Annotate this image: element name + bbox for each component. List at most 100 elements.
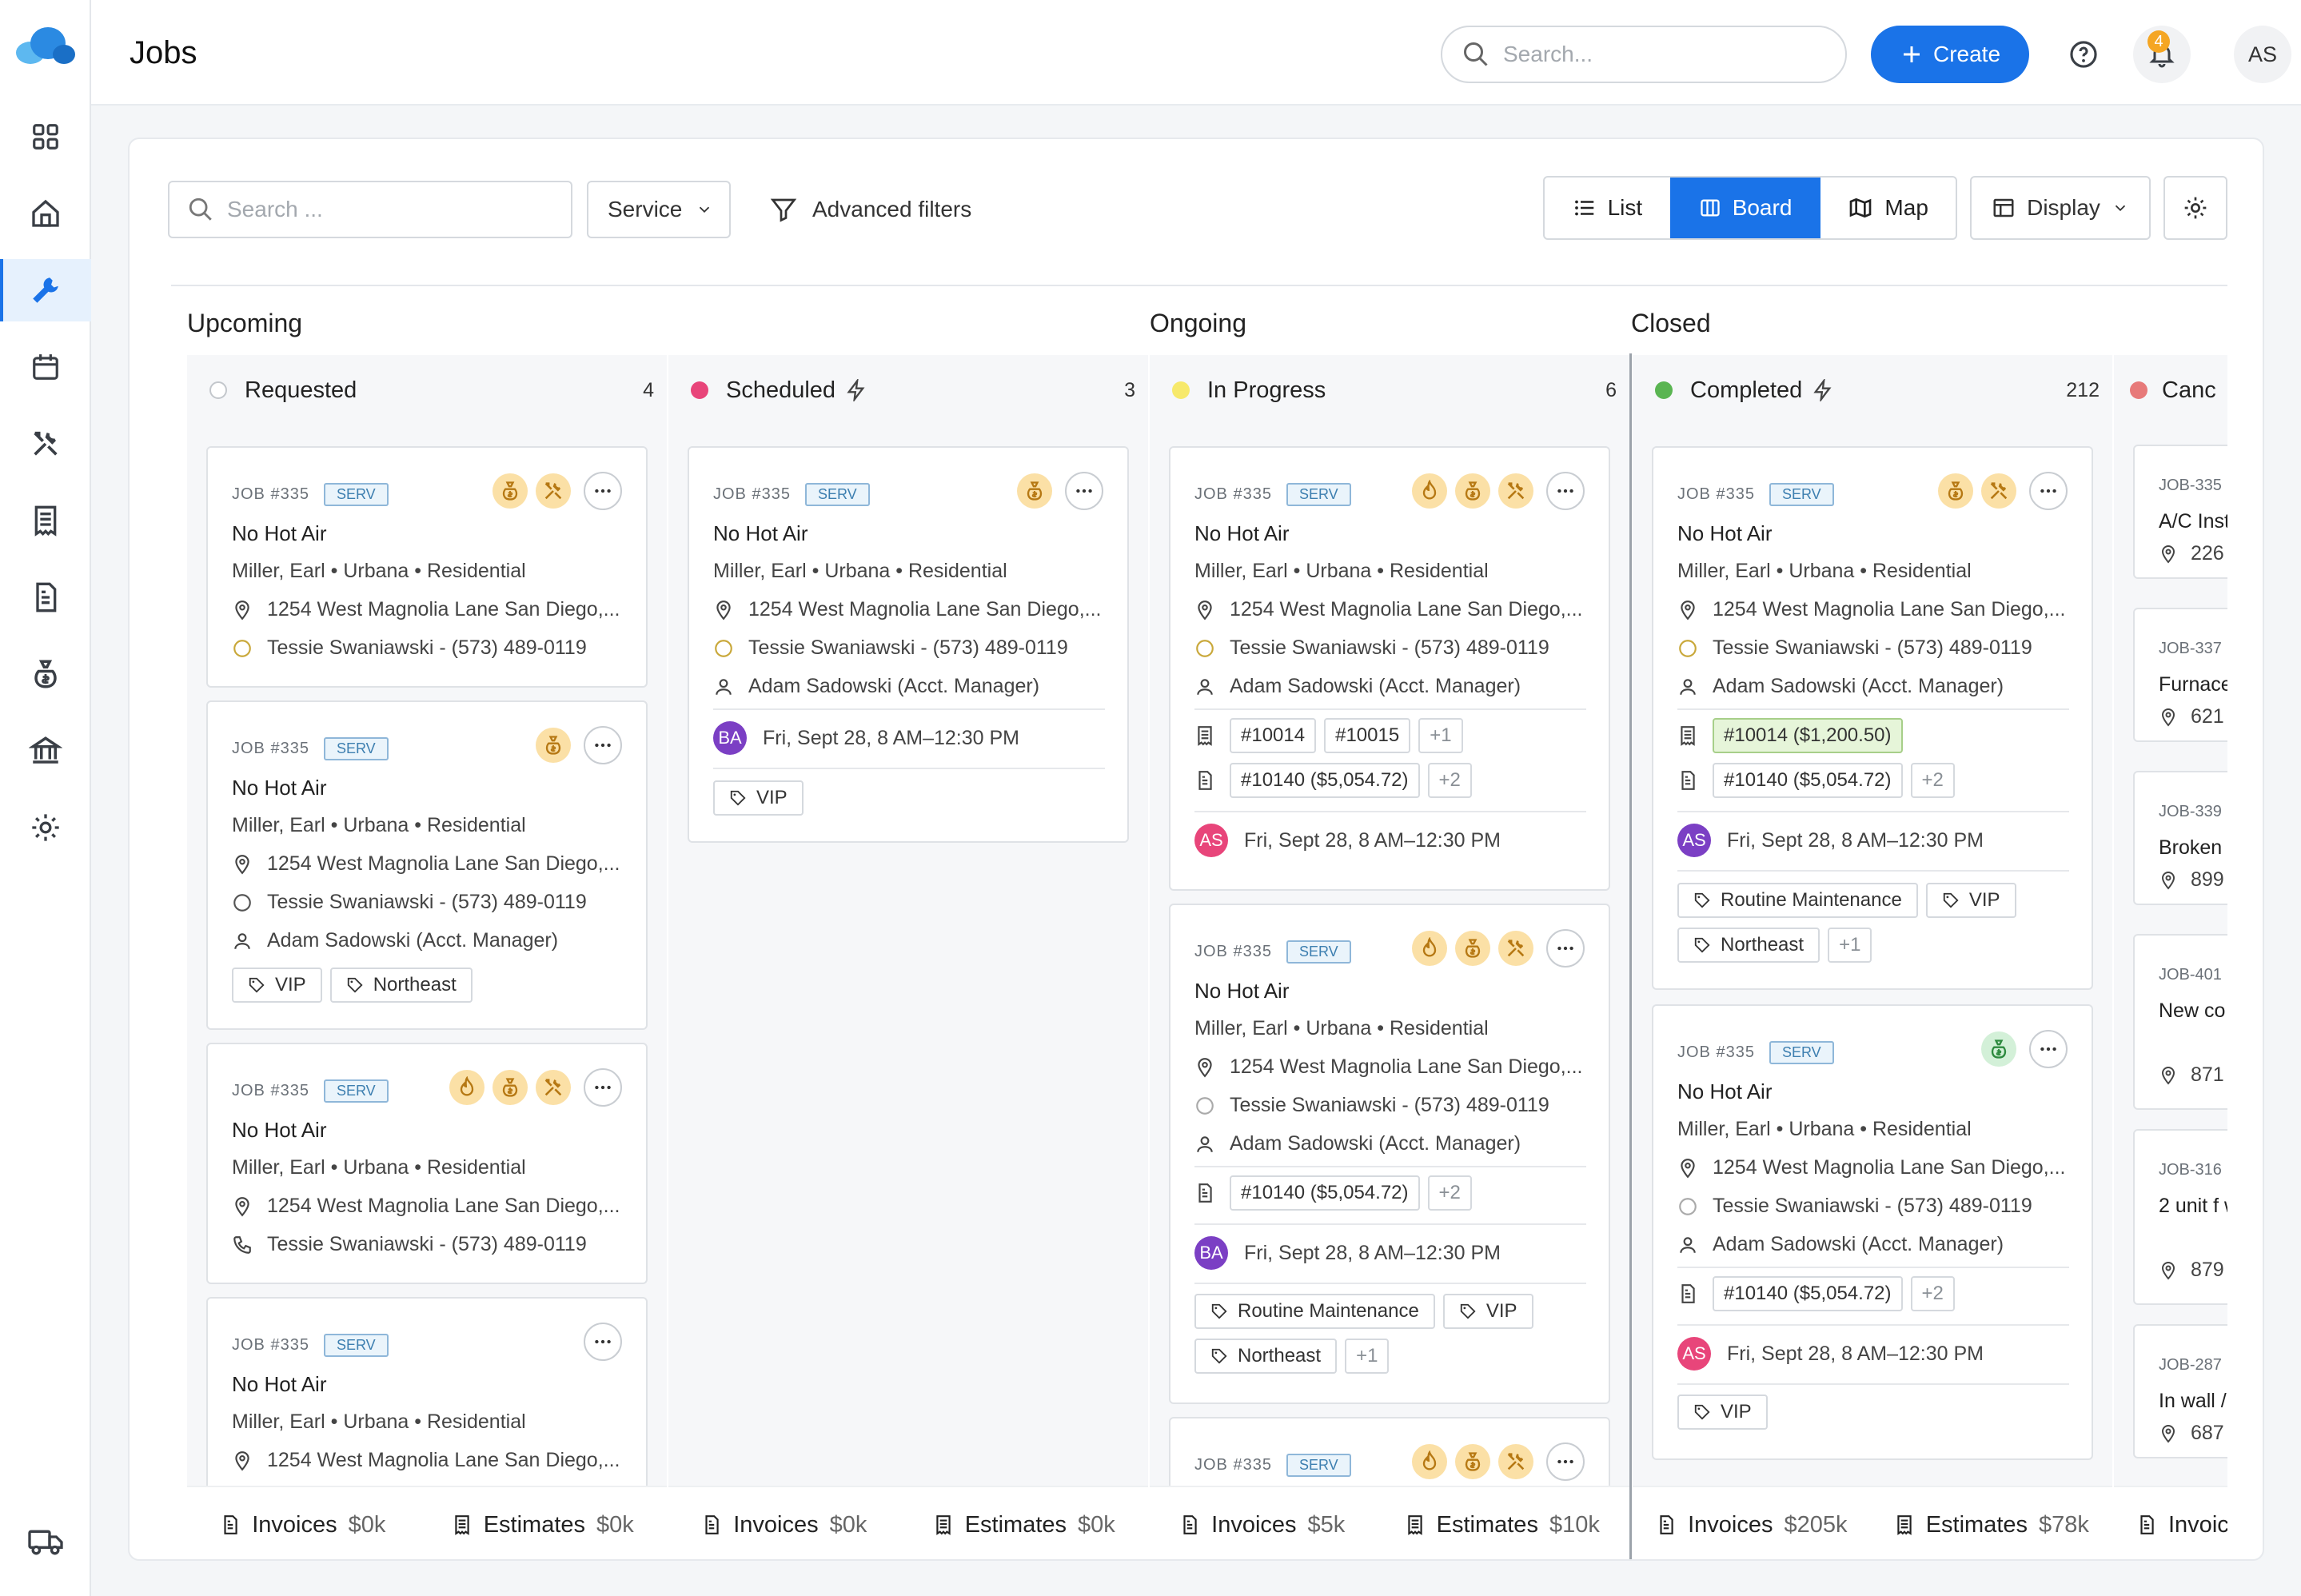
board-search-input[interactable] (227, 197, 547, 222)
invoice-icon[interactable] (0, 566, 91, 628)
customer-line: Miller, Earl • Urbana • Residential (232, 1410, 526, 1433)
bank-icon[interactable] (0, 720, 91, 782)
tag-northeast[interactable]: Northeast (1194, 1339, 1338, 1374)
paid-invoice-chip[interactable]: #10014 ($1,200.50) (1713, 718, 1903, 753)
estimates-total[interactable]: Estimates $0k (452, 1512, 634, 1538)
notifications-button[interactable]: 4 (2133, 26, 2191, 83)
more-button[interactable] (2029, 1030, 2068, 1068)
more-chip[interactable]: +1 (1828, 928, 1872, 963)
view-list-button[interactable]: List (1545, 178, 1670, 238)
more-button[interactable] (2029, 472, 2068, 510)
app-logo[interactable] (13, 24, 77, 67)
global-search-input[interactable] (1503, 42, 1823, 67)
more-chip[interactable]: +2 (1427, 1175, 1472, 1211)
tag-vip[interactable]: VIP (713, 780, 804, 816)
invoices-total[interactable]: Invoices $0k (220, 1512, 385, 1538)
job-card[interactable]: JOB #335 SERV No Hot Air Miller, Earl • U… (206, 1043, 648, 1284)
tag-vip[interactable]: VIP (1442, 1294, 1533, 1329)
cancelled-card[interactable]: JOB-287 In wall /687 (2133, 1324, 2227, 1458)
flame-icon (1412, 1444, 1447, 1479)
more-chip[interactable]: +2 (1910, 763, 1955, 798)
more-button[interactable] (584, 726, 622, 764)
cancelled-card[interactable]: JOB-335 A/C Inst 226 (2133, 445, 2227, 579)
estimate-chip[interactable]: #10140 ($5,054.72) (1713, 1276, 1903, 1311)
invoice-icon (701, 1514, 722, 1535)
more-chip[interactable]: +2 (1427, 763, 1472, 798)
help-button[interactable] (2055, 26, 2112, 83)
cancelled-card[interactable]: JOB-337 Furnace 621 (2133, 608, 2227, 742)
cancelled-card[interactable]: JOB-339 Broken 899 (2133, 771, 2227, 905)
board-search[interactable] (168, 181, 572, 238)
tag-northeast[interactable]: Northeast (329, 968, 473, 1003)
tag-vip[interactable]: VIP (1677, 1395, 1768, 1430)
estimate-chip[interactable]: #10140 ($5,054.72) (1230, 1175, 1420, 1211)
flame-icon (1412, 473, 1447, 509)
more-button[interactable] (1546, 472, 1585, 510)
dashboard-icon[interactable] (0, 106, 91, 168)
estimate-chip[interactable]: #10140 ($5,054.72) (1230, 763, 1420, 798)
display-label: Display (2027, 195, 2100, 220)
home-icon[interactable] (0, 182, 91, 245)
job-card[interactable]: JOB #335 SERV No Hot Air Miller, Earl • U… (206, 700, 648, 1030)
invoices-total[interactable]: Invoices $0k (701, 1512, 867, 1538)
address-line: 1254 West Magnolia Lane San Diego,... (1677, 598, 2066, 621)
more-chip[interactable]: +2 (1910, 1276, 1955, 1311)
invoices-total[interactable]: Invoic (2136, 1512, 2227, 1538)
pin-icon (713, 600, 734, 620)
estimate-chip[interactable]: #10140 ($5,054.72) (1713, 763, 1903, 798)
tag-routine-maintenance[interactable]: Routine Maintenance (1194, 1294, 1435, 1329)
money-bag-icon[interactable] (0, 643, 91, 705)
avatar: AS (1194, 824, 1228, 857)
job-card[interactable]: JOB #335 SERV No Hot Air Miller, Earl • U… (1652, 1004, 2093, 1460)
truck-icon[interactable] (0, 1510, 91, 1572)
board-settings-button[interactable] (2163, 176, 2227, 240)
advanced-filters-button[interactable]: Advanced filters (769, 181, 971, 238)
estimates-total[interactable]: Estimates $0k (933, 1512, 1115, 1538)
money-bag-icon (1455, 473, 1490, 509)
user-icon (232, 931, 253, 952)
invoices-total[interactable]: Invoices $205k (1656, 1512, 1848, 1538)
estimates-total[interactable]: Estimates $78k (1894, 1512, 2089, 1538)
tools-icon[interactable] (0, 413, 91, 475)
tag-northeast[interactable]: Northeast (1677, 928, 1820, 963)
global-search[interactable] (1441, 26, 1847, 83)
job-card[interactable]: JOB #335 SERV No Hot Air Miller, Earl • U… (1652, 446, 2093, 990)
more-button[interactable] (1546, 1442, 1585, 1481)
more-button[interactable] (584, 1323, 622, 1361)
status-circle-icon (713, 638, 734, 659)
column-footer: Invoic (2114, 1486, 2227, 1559)
settings-icon[interactable] (0, 796, 91, 859)
user-avatar[interactable]: AS (2234, 26, 2291, 83)
receipt-icon[interactable] (0, 489, 91, 552)
tags-row: Northeast +1 (1194, 1339, 1397, 1374)
more-button[interactable] (1065, 472, 1103, 510)
more-button[interactable] (584, 1068, 622, 1107)
tag-vip[interactable]: VIP (232, 968, 322, 1003)
tag-routine-maintenance[interactable]: Routine Maintenance (1677, 883, 1918, 918)
tag-vip[interactable]: VIP (1925, 883, 2016, 918)
job-number: JOB #335 (1194, 943, 1272, 960)
estimates-total[interactable]: Estimates $10k (1405, 1512, 1600, 1538)
pin-icon (1194, 600, 1215, 620)
job-card[interactable]: JOB #335 SERV No Hot Air Miller, Earl • U… (1169, 904, 1610, 1404)
more-button[interactable] (1546, 929, 1585, 968)
calendar-icon[interactable] (0, 336, 91, 398)
more-button[interactable] (584, 472, 622, 510)
jobs-wrench-icon[interactable] (0, 259, 91, 321)
invoices-total[interactable]: Invoices $5k (1179, 1512, 1345, 1538)
invoice-chip[interactable]: #10015 (1324, 718, 1411, 753)
job-card[interactable]: JOB #335 SERV No Hot Air Miller, Earl • U… (206, 446, 648, 688)
pin-icon (1677, 600, 1698, 620)
more-chip[interactable]: +1 (1418, 718, 1463, 753)
service-dropdown[interactable]: Service (587, 181, 731, 238)
invoice-chip[interactable]: #10014 (1230, 718, 1317, 753)
job-card[interactable]: JOB #335 SERV No Hot Air Miller, Earl • U… (1169, 446, 1610, 891)
create-button[interactable]: Create (1871, 26, 2029, 83)
more-chip[interactable]: +1 (1345, 1339, 1390, 1374)
display-dropdown[interactable]: Display (1970, 176, 2151, 240)
job-card[interactable]: JOB #335 SERV No Hot Air Miller, Earl • U… (688, 446, 1129, 843)
view-board-button[interactable]: Board (1669, 178, 1821, 238)
view-map-button[interactable]: Map (1820, 178, 1956, 238)
